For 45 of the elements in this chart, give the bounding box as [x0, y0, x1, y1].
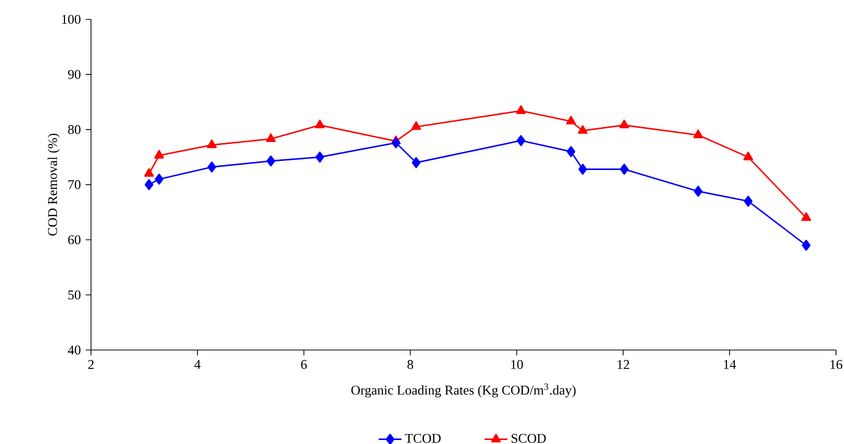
point [412, 157, 420, 168]
point [266, 155, 276, 167]
point [392, 137, 400, 148]
y-tick-label: 60 [68, 235, 80, 244]
x-tick-label: 8 [407, 360, 414, 370]
point [566, 116, 576, 124]
point [144, 168, 154, 177]
point [154, 150, 164, 159]
y-tick-label: 70 [68, 180, 80, 190]
x-axis-title: Organic Loading Rates (Kg COD/m$^{3}$.day) [351, 384, 576, 398]
x-tick-label: 10 [511, 360, 523, 370]
point [516, 135, 526, 146]
point [620, 164, 629, 175]
y-axis-title: COD Removal (%) [48, 134, 60, 236]
legend-label: SCOD [512, 434, 546, 443]
legend-label: TCOD [405, 434, 441, 443]
y-tick-label: 40 [68, 346, 80, 354]
x-tick-label: 6 [301, 360, 307, 369]
x-tick-label: 12 [618, 360, 630, 369]
point [578, 164, 588, 175]
point [207, 162, 216, 173]
point [802, 240, 811, 251]
point [314, 120, 325, 128]
point [619, 120, 630, 128]
point [578, 125, 588, 134]
x-tick-label: 4 [194, 360, 201, 369]
point [566, 146, 576, 158]
point [411, 121, 422, 130]
point [154, 174, 164, 185]
point [743, 152, 754, 160]
y-tick-label: 50 [68, 290, 80, 300]
y-tick-label: 80 [68, 125, 80, 134]
point [315, 152, 324, 163]
point [206, 139, 217, 148]
point [144, 179, 154, 190]
point [516, 105, 526, 114]
x-tick-label: 16 [830, 360, 842, 369]
point [694, 186, 703, 197]
point [266, 133, 276, 142]
point [744, 196, 753, 207]
y-tick-label: 90 [68, 70, 80, 79]
x-tick-label: 14 [724, 360, 736, 369]
y-tick-label: 100 [62, 14, 80, 24]
point [693, 130, 704, 138]
x-tick-label: 2 [88, 360, 94, 369]
